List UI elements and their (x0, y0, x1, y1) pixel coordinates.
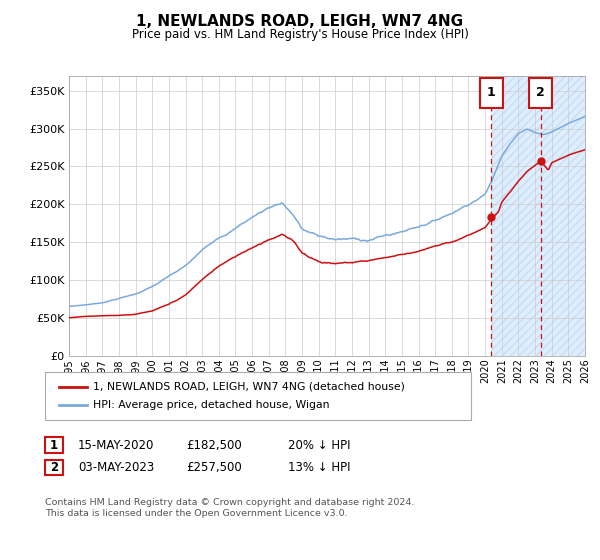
Text: 1, NEWLANDS ROAD, LEIGH, WN7 4NG: 1, NEWLANDS ROAD, LEIGH, WN7 4NG (136, 14, 464, 29)
Text: 03-MAY-2023: 03-MAY-2023 (78, 461, 154, 474)
Bar (491, 76, 585, 356)
Text: 1: 1 (50, 438, 58, 452)
Text: Price paid vs. HM Land Registry's House Price Index (HPI): Price paid vs. HM Land Registry's House … (131, 28, 469, 41)
Text: HPI: Average price, detached house, Wigan: HPI: Average price, detached house, Wiga… (93, 400, 329, 410)
Text: 15-MAY-2020: 15-MAY-2020 (78, 438, 154, 452)
Text: 1, NEWLANDS ROAD, LEIGH, WN7 4NG (detached house): 1, NEWLANDS ROAD, LEIGH, WN7 4NG (detach… (93, 382, 405, 392)
Text: 20% ↓ HPI: 20% ↓ HPI (288, 438, 350, 452)
Text: 13% ↓ HPI: 13% ↓ HPI (288, 461, 350, 474)
Text: £257,500: £257,500 (186, 461, 242, 474)
Text: £182,500: £182,500 (186, 438, 242, 452)
Text: 2: 2 (50, 461, 58, 474)
Text: Contains HM Land Registry data © Crown copyright and database right 2024.
This d: Contains HM Land Registry data © Crown c… (45, 498, 415, 518)
Text: 1: 1 (487, 86, 496, 100)
Bar (491, 76, 585, 356)
Text: 2: 2 (536, 86, 545, 100)
